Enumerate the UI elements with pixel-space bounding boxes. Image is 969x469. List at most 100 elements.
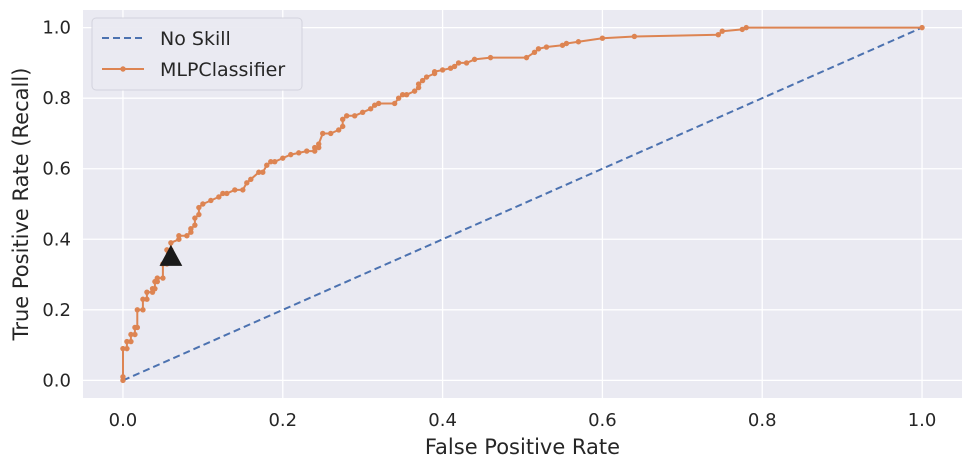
data-point (423, 74, 430, 80)
x-tick-label: 0.8 (748, 410, 777, 431)
x-tick-label: 0.0 (109, 410, 138, 431)
data-point (232, 187, 238, 193)
data-point (128, 338, 134, 345)
data-point (715, 31, 721, 38)
data-point (144, 289, 150, 295)
y-tick-label: 0.4 (42, 229, 71, 250)
data-point (487, 54, 494, 61)
data-point (134, 324, 141, 331)
legend-label-no-skill: No Skill (160, 28, 231, 50)
series-layer (120, 24, 925, 384)
data-point (316, 141, 322, 147)
data-point (919, 24, 925, 31)
data-point (304, 148, 310, 154)
data-point (144, 296, 150, 302)
data-point (280, 155, 286, 161)
data-point (140, 307, 146, 313)
data-point (531, 49, 538, 56)
y-tick-label: 0.8 (42, 88, 71, 109)
x-tick-labels: 0.0 0.2 0.4 0.6 0.8 1.0 (109, 410, 937, 431)
data-point (743, 24, 749, 31)
data-point (200, 201, 206, 207)
data-point (395, 95, 402, 101)
data-point (168, 240, 174, 246)
data-point (328, 130, 334, 137)
data-point (411, 88, 418, 94)
legend: No Skill MLPClassifier (91, 17, 303, 91)
data-point (719, 28, 725, 34)
data-point (132, 331, 138, 338)
x-tick-label: 1.0 (908, 410, 937, 431)
data-point (188, 225, 194, 232)
data-point (336, 127, 342, 133)
y-tick-label: 0.2 (42, 300, 71, 321)
data-point (391, 100, 398, 107)
data-point (471, 56, 478, 63)
data-point (543, 44, 550, 50)
data-point (272, 158, 278, 165)
data-point (631, 33, 638, 40)
data-point (268, 158, 274, 165)
data-point (575, 39, 582, 45)
legend-label-mlpclassifier: MLPClassifier (160, 59, 285, 81)
data-point (375, 100, 382, 107)
y-tick-labels: 0.0 0.2 0.4 0.6 0.8 1.0 (42, 18, 71, 392)
data-point (192, 215, 198, 221)
annotation-layer (159, 244, 183, 266)
data-point (248, 176, 254, 183)
data-point (599, 35, 606, 41)
y-tick-label: 0.0 (42, 370, 71, 391)
data-point (419, 77, 426, 84)
data-point (192, 222, 198, 228)
data-point (120, 345, 126, 352)
data-point (184, 233, 190, 239)
y-tick-label: 1.0 (42, 18, 71, 39)
data-point (296, 150, 302, 156)
data-point (344, 113, 350, 119)
data-point (220, 190, 226, 197)
data-point (128, 331, 134, 338)
data-point (196, 211, 202, 218)
data-point (523, 54, 530, 61)
x-tick-label: 0.4 (428, 410, 457, 431)
data-point (154, 275, 161, 281)
data-point (431, 69, 438, 75)
series-line-no-skill (122, 26, 923, 382)
data-point (196, 204, 202, 211)
y-axis-label: True Positive Rate (Recall) (9, 68, 33, 342)
legend-marker-mlpclassifier (120, 66, 126, 72)
data-point (288, 151, 294, 158)
data-point (240, 187, 246, 193)
y-tick-label: 0.6 (42, 159, 71, 180)
data-point (312, 144, 318, 151)
x-tick-label: 0.6 (588, 410, 617, 431)
data-point (124, 345, 130, 352)
data-point (399, 91, 406, 98)
legend-box (91, 17, 303, 91)
data-point (320, 130, 326, 137)
data-point (216, 194, 222, 200)
data-point (260, 169, 266, 175)
data-point (120, 374, 126, 380)
triangle-marker (159, 244, 183, 266)
data-point (224, 190, 230, 197)
data-point (340, 116, 346, 123)
data-point (455, 60, 462, 66)
data-point (563, 40, 570, 47)
data-point (340, 123, 346, 130)
data-point (208, 197, 214, 204)
data-point (176, 233, 182, 239)
data-point (244, 180, 250, 186)
data-point (415, 81, 422, 87)
data-point (124, 338, 130, 345)
x-axis-label: False Positive Rate (425, 435, 620, 459)
data-point (351, 113, 358, 119)
x-tick-label: 0.2 (268, 410, 297, 431)
data-point (403, 91, 410, 98)
data-point (134, 307, 141, 313)
grid-lines (83, 10, 962, 398)
data-point (140, 296, 146, 302)
data-point (256, 169, 262, 175)
data-point (160, 275, 166, 281)
